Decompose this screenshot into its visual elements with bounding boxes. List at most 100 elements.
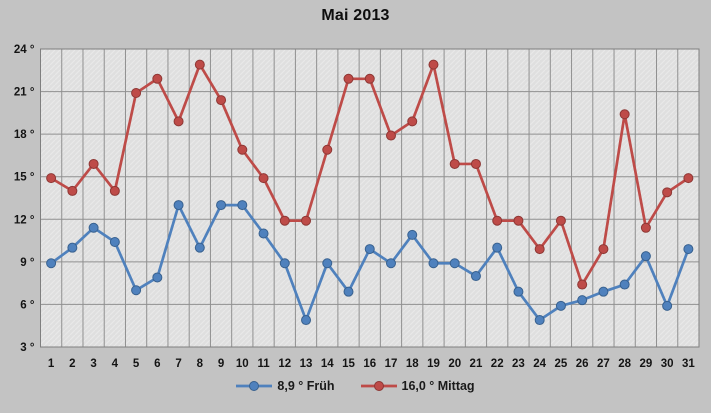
series-marker-0 bbox=[109, 236, 120, 247]
y-tick-label: 9 ° bbox=[20, 257, 35, 269]
series-marker-1 bbox=[109, 185, 120, 196]
x-tick-label: 1 bbox=[48, 358, 55, 370]
x-tick-label: 9 bbox=[218, 358, 224, 370]
y-tick-label: 3 ° bbox=[20, 342, 35, 354]
x-tick-label: 20 bbox=[448, 358, 461, 370]
y-tick-label: 15 ° bbox=[14, 172, 35, 184]
x-tick-label: 13 bbox=[300, 358, 313, 370]
y-tick-label: 6 ° bbox=[20, 299, 35, 311]
x-tick-label: 14 bbox=[321, 358, 334, 370]
legend-item-0: 8,9 ° Früh bbox=[236, 379, 335, 393]
x-tick-label: 25 bbox=[555, 358, 568, 370]
series-marker-1 bbox=[88, 158, 99, 169]
x-tick-label: 26 bbox=[576, 358, 589, 370]
series-marker-1 bbox=[67, 185, 78, 196]
y-tick-label: 24 ° bbox=[14, 44, 35, 56]
x-tick-label: 24 bbox=[533, 358, 546, 370]
x-tick-label: 4 bbox=[112, 358, 119, 370]
x-tick-label: 11 bbox=[257, 358, 270, 370]
x-tick-label: 23 bbox=[512, 358, 525, 370]
series-marker-1 bbox=[683, 173, 694, 184]
series-marker-0 bbox=[67, 242, 78, 253]
series-marker-0 bbox=[88, 222, 99, 233]
series-marker-1 bbox=[407, 116, 418, 127]
x-tick-label: 29 bbox=[639, 358, 652, 370]
x-tick-label: 18 bbox=[406, 358, 419, 370]
x-tick-label: 7 bbox=[175, 358, 181, 370]
series-marker-1 bbox=[513, 215, 524, 226]
x-tick-label: 31 bbox=[682, 358, 695, 370]
x-tick-label: 30 bbox=[661, 358, 674, 370]
x-tick-label: 10 bbox=[236, 358, 249, 370]
series-marker-1 bbox=[364, 73, 375, 84]
x-tick-label: 17 bbox=[385, 358, 398, 370]
series-marker-0 bbox=[46, 258, 57, 269]
series-marker-1 bbox=[555, 215, 566, 226]
series-marker-1 bbox=[385, 130, 396, 141]
series-marker-0 bbox=[640, 251, 651, 262]
series-marker-1 bbox=[577, 279, 588, 290]
series-marker-1 bbox=[46, 173, 57, 184]
legend-marker-icon bbox=[360, 381, 397, 391]
series-marker-1 bbox=[619, 109, 630, 120]
legend-item-1: 16,0 ° Mittag bbox=[360, 379, 475, 393]
series-marker-0 bbox=[173, 200, 184, 211]
series-marker-1 bbox=[492, 215, 503, 226]
y-tick-label: 18 ° bbox=[14, 129, 35, 141]
chart-title: Mai 2013 bbox=[321, 7, 390, 24]
series-marker-0 bbox=[534, 315, 545, 326]
series-marker-1 bbox=[343, 73, 354, 84]
series-marker-1 bbox=[428, 59, 439, 70]
x-tick-label: 16 bbox=[363, 358, 376, 370]
legend-label: 8,9 ° Früh bbox=[277, 379, 335, 393]
series-marker-1 bbox=[322, 144, 333, 155]
x-tick-label: 21 bbox=[470, 358, 483, 370]
series-marker-0 bbox=[555, 300, 566, 311]
legend-label: 16,0 ° Mittag bbox=[401, 379, 475, 393]
series-marker-1 bbox=[237, 144, 248, 155]
series-marker-0 bbox=[385, 258, 396, 269]
series-marker-0 bbox=[428, 258, 439, 269]
x-tick-label: 2 bbox=[69, 358, 75, 370]
series-marker-0 bbox=[343, 286, 354, 297]
series-marker-0 bbox=[407, 229, 418, 240]
series-marker-0 bbox=[492, 242, 503, 253]
series-marker-1 bbox=[534, 244, 545, 255]
x-tick-label: 12 bbox=[278, 358, 291, 370]
series-marker-0 bbox=[449, 258, 460, 269]
series-marker-0 bbox=[279, 258, 290, 269]
y-tick-label: 12 ° bbox=[14, 214, 35, 226]
series-marker-0 bbox=[513, 286, 524, 297]
series-marker-0 bbox=[131, 285, 142, 296]
x-tick-label: 19 bbox=[427, 358, 440, 370]
series-marker-1 bbox=[216, 95, 227, 106]
series-marker-0 bbox=[216, 200, 227, 211]
legend: 8,9 ° Früh 16,0 ° Mittag bbox=[0, 379, 711, 393]
series-marker-0 bbox=[683, 244, 694, 255]
x-tick-label: 22 bbox=[491, 358, 504, 370]
series-marker-1 bbox=[279, 215, 290, 226]
series-marker-1 bbox=[301, 215, 312, 226]
series-marker-0 bbox=[470, 271, 481, 282]
series-marker-0 bbox=[598, 286, 609, 297]
y-tick-label: 21 ° bbox=[14, 87, 35, 99]
x-tick-label: 27 bbox=[597, 358, 610, 370]
x-tick-label: 8 bbox=[197, 358, 204, 370]
series-marker-0 bbox=[194, 242, 205, 253]
series-marker-0 bbox=[577, 295, 588, 306]
series-marker-1 bbox=[194, 59, 205, 70]
series-marker-0 bbox=[322, 258, 333, 269]
series-marker-1 bbox=[662, 187, 673, 198]
series-marker-1 bbox=[173, 116, 184, 127]
series-marker-0 bbox=[619, 279, 630, 290]
x-tick-label: 15 bbox=[342, 358, 355, 370]
x-tick-label: 6 bbox=[154, 358, 160, 370]
series-marker-0 bbox=[237, 200, 248, 211]
series-marker-1 bbox=[152, 73, 163, 84]
series-marker-0 bbox=[364, 244, 375, 255]
series-marker-1 bbox=[449, 158, 460, 169]
series-marker-1 bbox=[131, 87, 142, 98]
series-marker-1 bbox=[598, 244, 609, 255]
series-marker-1 bbox=[258, 173, 269, 184]
